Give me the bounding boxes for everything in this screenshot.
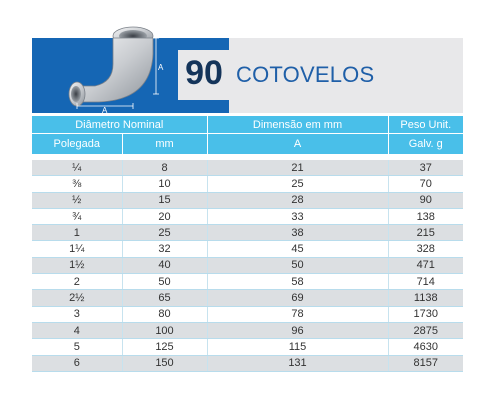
cell-pol: 2½ (32, 289, 122, 307)
cell-a: 33 (206, 208, 388, 226)
number-badge (178, 50, 230, 100)
cell-peso: 215 (387, 224, 463, 242)
page-title: COTOVELOS (236, 62, 375, 87)
cell-pol: ⅜ (32, 175, 122, 193)
table-subheader-row: Polegada mm A Galv. g (32, 133, 463, 154)
dimension-a-vertical: A (158, 63, 164, 72)
cell-peso: 4630 (387, 338, 463, 356)
cell-a: 115 (206, 338, 388, 356)
table-spacer (32, 154, 463, 160)
cell-mm: 20 (121, 208, 207, 226)
table-row: 2 50 58 714 (32, 273, 463, 291)
cell-pol: 1½ (32, 257, 122, 275)
cell-pol: 6 (32, 355, 122, 372)
cell-a: 21 (206, 160, 388, 177)
cell-peso: 471 (387, 257, 463, 275)
table-row: 3 80 78 1730 (32, 306, 463, 323)
table-row: 2½ 65 69 1138 (32, 289, 463, 307)
cell-mm: 15 (121, 192, 207, 209)
table-row: 1¼ 32 45 328 (32, 240, 463, 258)
cell-pol: 1 (32, 224, 122, 242)
cell-mm: 8 (121, 160, 207, 177)
cell-a: 131 (206, 355, 388, 372)
cell-pol: 5 (32, 338, 122, 356)
cell-a: 25 (206, 175, 388, 193)
dimension-a-horizontal: A (102, 106, 108, 114)
cell-pol: 3 (32, 306, 122, 323)
cell-a: 28 (206, 192, 388, 209)
col-mm: mm (121, 133, 207, 154)
col-dimensao: Dimensão em mm (206, 116, 388, 134)
cell-mm: 80 (121, 306, 207, 323)
cell-pol: ¼ (32, 160, 122, 177)
cell-a: 69 (206, 289, 388, 307)
col-galv: Galv. g (387, 133, 463, 154)
table-row: 5 125 115 4630 (32, 338, 463, 356)
cell-pol: 2 (32, 273, 122, 291)
col-peso: Peso Unit. (387, 116, 463, 134)
cell-a: 50 (206, 257, 388, 275)
cell-mm: 10 (121, 175, 207, 193)
cell-peso: 1730 (387, 306, 463, 323)
cell-pol: 4 (32, 322, 122, 340)
table-row: ¼ 8 21 37 (32, 160, 463, 177)
cell-peso: 714 (387, 273, 463, 291)
col-diametro-nominal: Diâmetro Nominal (32, 116, 207, 134)
cell-peso: 37 (387, 160, 463, 177)
cell-a: 58 (206, 273, 388, 291)
table-row: ¾ 20 33 138 (32, 208, 463, 226)
cell-peso: 70 (387, 175, 463, 193)
cell-pol: 1¼ (32, 240, 122, 258)
cell-peso: 138 (387, 208, 463, 226)
cell-peso: 328 (387, 240, 463, 258)
cell-mm: 150 (121, 355, 207, 372)
cell-a: 78 (206, 306, 388, 323)
table-row: 1 25 38 215 (32, 224, 463, 242)
cell-peso: 8157 (387, 355, 463, 372)
col-polegada: Polegada (32, 133, 122, 154)
cell-mm: 100 (121, 322, 207, 340)
cell-mm: 25 (121, 224, 207, 242)
cell-peso: 2875 (387, 322, 463, 340)
table-row: ⅜ 10 25 70 (32, 175, 463, 193)
cell-mm: 125 (121, 338, 207, 356)
elbow-fitting-image: A A (68, 26, 164, 114)
table-row: 4 100 96 2875 (32, 322, 463, 340)
cell-pol: ½ (32, 192, 122, 209)
cell-mm: 50 (121, 273, 207, 291)
title-bar (229, 38, 463, 113)
cell-peso: 1138 (387, 289, 463, 307)
table-row: 1½ 40 50 471 (32, 257, 463, 275)
cell-mm: 40 (121, 257, 207, 275)
col-a: A (206, 133, 388, 154)
specs-table: Diâmetro Nominal Dimensão em mm Peso Uni… (32, 116, 463, 372)
cell-mm: 32 (121, 240, 207, 258)
cell-mm: 65 (121, 289, 207, 307)
table-row: 6 150 131 8157 (32, 355, 463, 372)
cell-a: 96 (206, 322, 388, 340)
cell-a: 38 (206, 224, 388, 242)
figure-number: 90 (185, 54, 223, 92)
table-row: ½ 15 28 90 (32, 192, 463, 209)
cell-peso: 90 (387, 192, 463, 209)
table-header-row: Diâmetro Nominal Dimensão em mm Peso Uni… (32, 116, 463, 134)
cell-pol: ¾ (32, 208, 122, 226)
cell-a: 45 (206, 240, 388, 258)
